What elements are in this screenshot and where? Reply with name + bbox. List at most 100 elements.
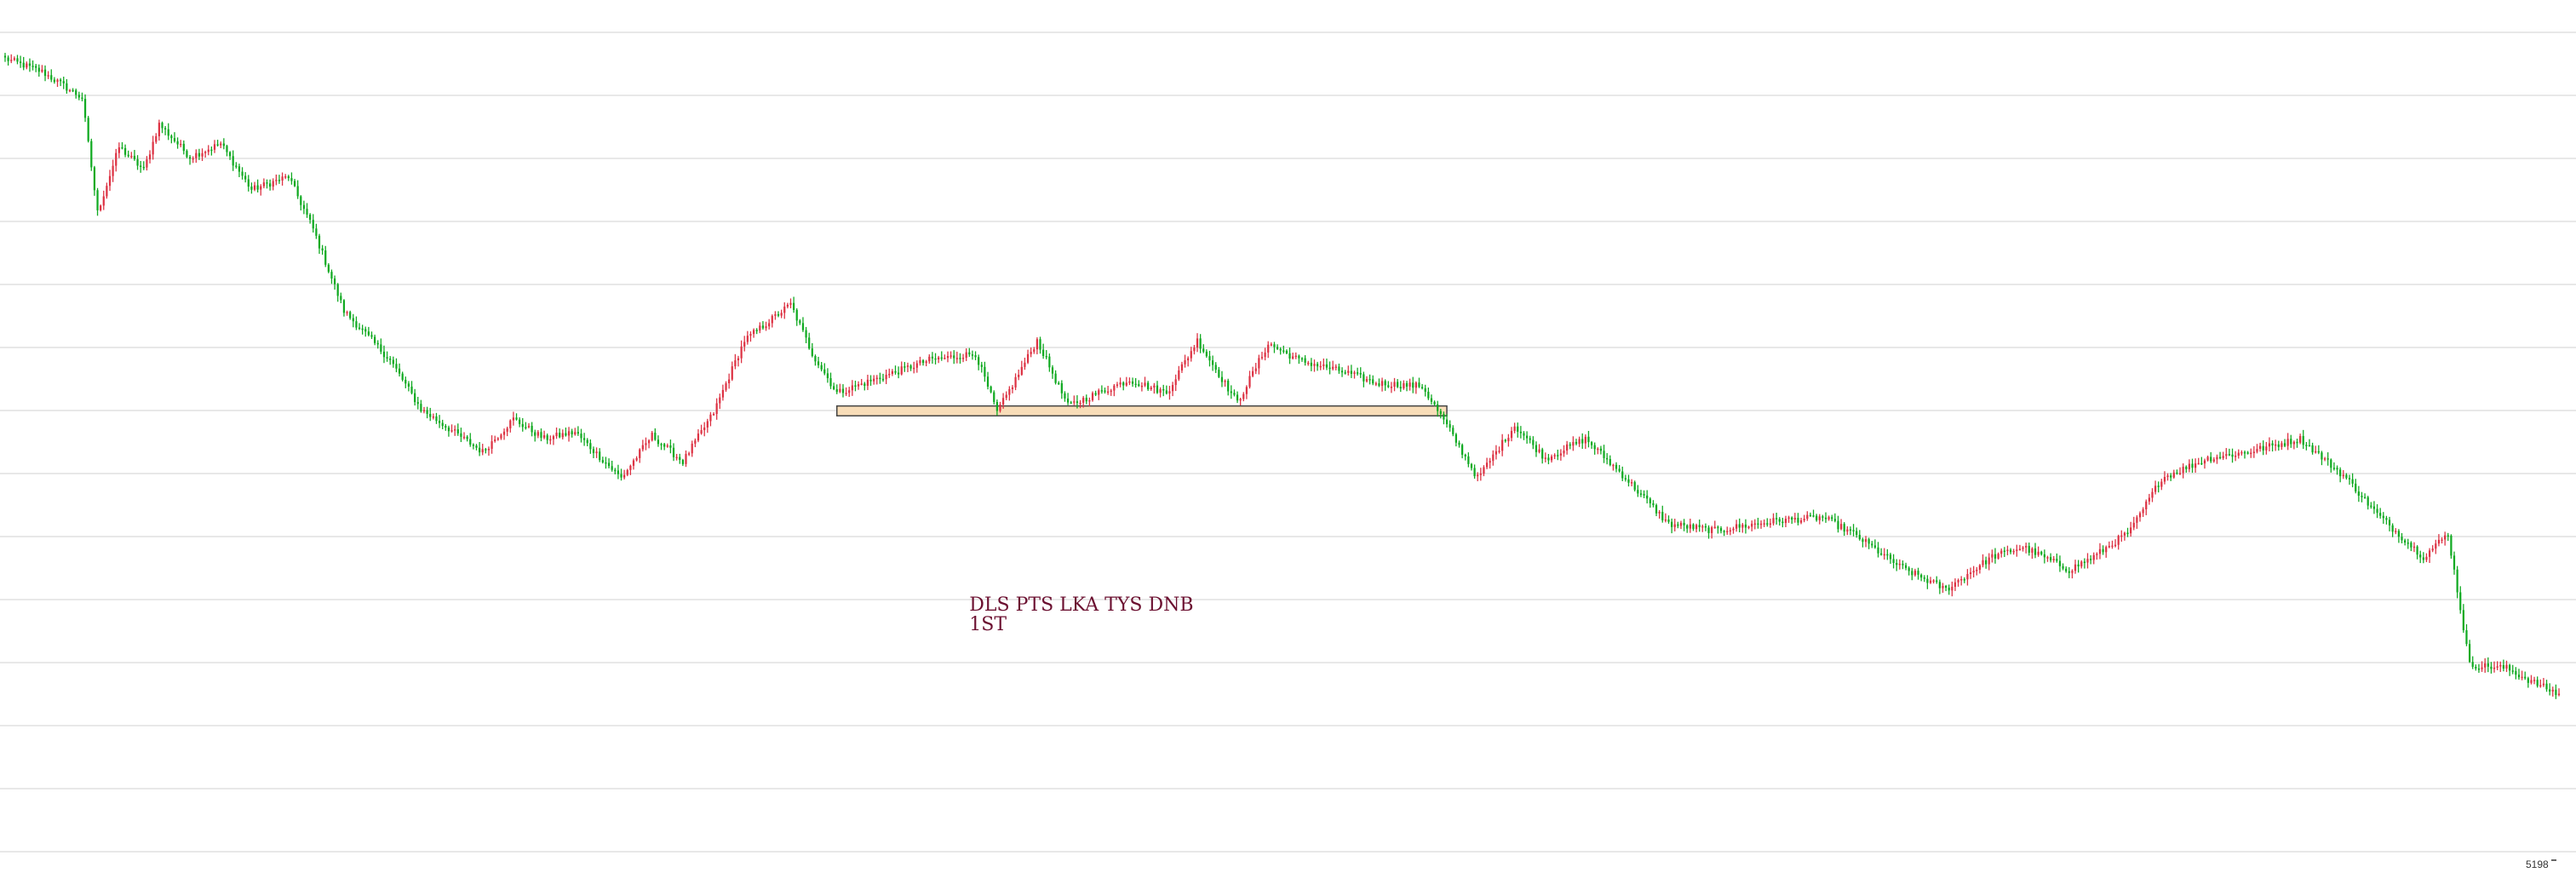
candle-body <box>811 348 813 357</box>
candle-body <box>906 365 909 367</box>
candle-body <box>706 421 709 428</box>
candle-body <box>1119 382 1122 385</box>
candle-body <box>2123 532 2126 536</box>
candle-body <box>1673 524 1676 527</box>
candle-body <box>823 369 826 374</box>
candle-body <box>1880 553 1883 555</box>
candle-body <box>873 378 875 382</box>
candle-body <box>296 186 299 197</box>
candle-body <box>250 187 253 190</box>
candle-body <box>1492 454 1495 462</box>
candle-body <box>565 433 567 436</box>
candle-body <box>1896 562 1898 566</box>
candle-body <box>1523 433 1525 436</box>
candle-body <box>2151 491 2154 498</box>
candle-body <box>1338 366 1340 371</box>
candle-body <box>1772 518 1775 524</box>
candle-body <box>355 321 358 328</box>
candle-body <box>740 346 743 359</box>
candle-body <box>2006 549 2009 552</box>
candle-body <box>2372 506 2376 509</box>
candle-body <box>1766 523 1769 525</box>
candle-body <box>420 404 422 411</box>
candle-body <box>2323 458 2326 460</box>
candle-body <box>2160 481 2163 487</box>
candle-body <box>1862 539 1864 543</box>
candle-body <box>148 154 152 160</box>
candle-body <box>1898 563 1901 566</box>
candle-body <box>509 420 512 428</box>
candle-body <box>77 95 80 98</box>
candle-body <box>167 129 169 136</box>
candle-body <box>2228 454 2231 456</box>
candle-body <box>1190 351 1192 359</box>
candle-body <box>536 432 539 436</box>
candle-body <box>2555 689 2557 696</box>
candle-body <box>1713 526 1716 529</box>
candle-body <box>340 296 342 301</box>
candle-body <box>1294 355 1297 358</box>
candle-body <box>318 235 321 249</box>
candle-body <box>1091 393 1094 400</box>
candle-body <box>312 220 314 229</box>
candle-body <box>601 460 604 462</box>
candle-body <box>1005 394 1007 399</box>
candle-body <box>358 327 361 330</box>
candle-body <box>1236 394 1239 401</box>
candle-body <box>1467 456 1470 464</box>
candle-body <box>1390 387 1393 388</box>
candle-body <box>860 383 863 385</box>
candle-body <box>965 352 967 359</box>
candle-body <box>795 309 798 321</box>
candle-body <box>2499 664 2502 667</box>
candle-body <box>1288 353 1291 359</box>
candle-body <box>2524 676 2527 679</box>
candle-body <box>527 426 531 428</box>
candle-body <box>913 367 915 370</box>
candle-body <box>2194 463 2197 468</box>
candle-body <box>2428 550 2431 557</box>
candle-body <box>220 143 222 146</box>
candle-body <box>1747 526 1750 528</box>
candle-body <box>472 445 474 446</box>
candle-body <box>1039 339 1041 350</box>
candle-body <box>1732 528 1735 531</box>
candle-body <box>506 428 508 432</box>
candle-body <box>1359 373 1362 375</box>
candle-body <box>1938 582 1941 589</box>
candle-body <box>56 79 59 83</box>
candle-body <box>2363 497 2367 499</box>
candle-body <box>1581 439 1584 444</box>
candle-body <box>1180 364 1184 370</box>
candle-body <box>2058 560 2062 566</box>
candle-body <box>925 361 927 364</box>
candle-body <box>801 323 805 330</box>
candle-body <box>1051 367 1054 374</box>
candle-body <box>559 433 561 438</box>
candle-body <box>1547 457 1550 461</box>
candle-body <box>1165 390 1168 394</box>
candle-body <box>687 453 691 455</box>
candle-body <box>192 158 194 160</box>
candle-body <box>768 323 771 327</box>
candle-body <box>1833 519 1836 521</box>
candle-body <box>611 466 613 470</box>
candle-body <box>2092 554 2095 560</box>
candle-body <box>302 204 306 210</box>
candle-body <box>1437 404 1439 411</box>
candle-body <box>1332 366 1334 370</box>
candle-body <box>2357 491 2360 497</box>
candle-body <box>512 417 515 421</box>
candle-body <box>789 302 792 305</box>
candle-body <box>1258 358 1260 369</box>
candle-body <box>1147 382 1150 389</box>
candle-body <box>950 355 952 357</box>
candle-body <box>155 135 158 142</box>
candle-body <box>691 443 693 454</box>
candle-body <box>19 61 22 63</box>
candle-body <box>50 75 53 80</box>
candle-body <box>955 358 958 359</box>
candle-body <box>2166 475 2169 478</box>
candle-body <box>485 449 487 451</box>
candle-body <box>2437 539 2441 544</box>
